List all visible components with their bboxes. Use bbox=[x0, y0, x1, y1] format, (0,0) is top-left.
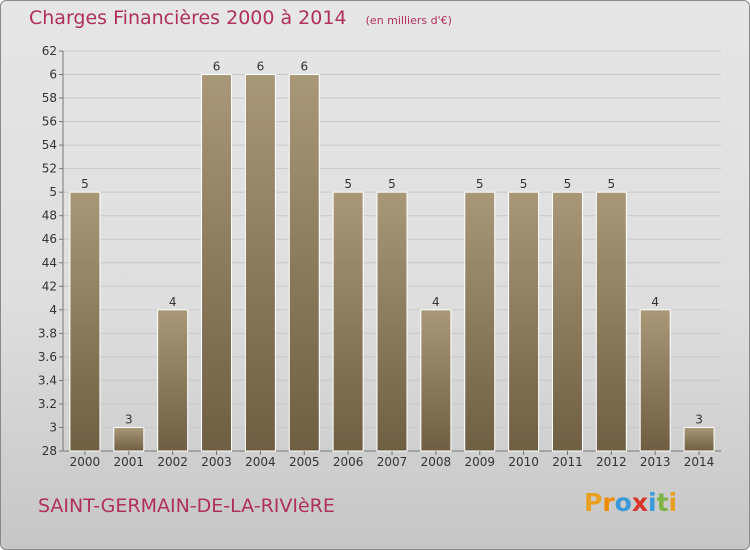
y-tick-label: 5 bbox=[49, 185, 57, 199]
y-tick-label: 3.2 bbox=[38, 397, 57, 411]
data-label-2008: 4 bbox=[432, 295, 440, 309]
bar-2005 bbox=[288, 74, 320, 452]
bar-2011 bbox=[551, 191, 583, 452]
x-axis-ticks: 2000 2001 2002 2003 2004 2005 2006 2007 2008 2009… bbox=[70, 451, 715, 469]
data-label-2007: 5 bbox=[388, 177, 396, 191]
bar-2010 bbox=[508, 191, 540, 452]
unit-note: (en milliers d'€) bbox=[365, 14, 452, 27]
x-tick-label-2004: 2004 bbox=[245, 455, 276, 469]
y-tick-label: 3 bbox=[49, 420, 57, 434]
commune-name: SAINT-GERMAIN-DE-LA-RIVIèRE bbox=[38, 495, 335, 517]
bars bbox=[69, 74, 715, 452]
y-tick-label: 4 bbox=[49, 303, 57, 317]
x-tick-label-2013: 2013 bbox=[640, 455, 671, 469]
x-tick-label-2006: 2006 bbox=[333, 455, 364, 469]
x-tick-label-2014: 2014 bbox=[684, 455, 715, 469]
y-tick-label: 54 bbox=[42, 138, 57, 152]
x-tick-label-2010: 2010 bbox=[508, 455, 539, 469]
data-label-2009: 5 bbox=[476, 177, 484, 191]
y-tick-label: 56 bbox=[42, 115, 57, 129]
y-tick-label: 52 bbox=[42, 162, 57, 176]
logo-letter: x bbox=[631, 488, 648, 517]
data-label-2006: 5 bbox=[344, 177, 352, 191]
x-tick-label-2000: 2000 bbox=[70, 455, 101, 469]
bar-2008 bbox=[420, 309, 452, 452]
bar-2012 bbox=[595, 191, 627, 452]
data-label-2004: 6 bbox=[257, 60, 265, 74]
y-tick-label: 3.8 bbox=[38, 326, 57, 340]
data-label-2013: 4 bbox=[651, 295, 659, 309]
x-tick-label-2008: 2008 bbox=[421, 455, 452, 469]
bar-2014 bbox=[683, 426, 715, 452]
data-label-2010: 5 bbox=[520, 177, 528, 191]
proxiti-logo: Proxiti bbox=[584, 488, 677, 517]
bar-2009 bbox=[464, 191, 496, 452]
bar-2004 bbox=[244, 74, 276, 452]
y-tick-label: 3.6 bbox=[38, 350, 57, 364]
logo-letter: i bbox=[648, 488, 657, 517]
chart-title: Charges Financières 2000 à 2014 bbox=[29, 7, 347, 29]
y-tick-label: 44 bbox=[42, 256, 57, 270]
logo-letter: o bbox=[614, 488, 632, 517]
y-tick-label: 62 bbox=[42, 44, 57, 58]
x-tick-label-2002: 2002 bbox=[157, 455, 188, 469]
title-row: Charges Financières 2000 à 2014 (en mill… bbox=[29, 7, 452, 29]
bar-2007 bbox=[376, 191, 408, 452]
data-label-2001: 3 bbox=[125, 412, 133, 426]
x-tick-label-2001: 2001 bbox=[114, 455, 145, 469]
y-tick-label: 42 bbox=[42, 279, 57, 293]
bar-2000 bbox=[69, 191, 101, 452]
bar-2001 bbox=[113, 426, 145, 452]
y-tick-label: 46 bbox=[42, 232, 57, 246]
x-tick-label-2011: 2011 bbox=[552, 455, 583, 469]
x-tick-label-2003: 2003 bbox=[201, 455, 232, 469]
data-label-2000: 5 bbox=[81, 177, 89, 191]
y-tick-label: 3.4 bbox=[38, 373, 57, 387]
logo-letter: t bbox=[656, 488, 669, 517]
bar-2003 bbox=[201, 74, 233, 452]
logo-letter: P bbox=[584, 488, 603, 517]
x-tick-label-2007: 2007 bbox=[377, 455, 408, 469]
y-tick-label: 58 bbox=[42, 91, 57, 105]
bar-2013 bbox=[639, 309, 671, 452]
data-label-2012: 5 bbox=[608, 177, 616, 191]
data-labels: 5 3 4 6 6 6 5 5 4 5 5 5 5 4 3 bbox=[81, 60, 703, 427]
x-tick-label-2012: 2012 bbox=[596, 455, 627, 469]
bar-2006 bbox=[332, 191, 364, 452]
data-label-2003: 6 bbox=[213, 60, 221, 74]
logo-letter: r bbox=[602, 488, 615, 517]
data-label-2011: 5 bbox=[564, 177, 572, 191]
logo-letter: i bbox=[668, 488, 678, 517]
data-label-2005: 6 bbox=[300, 60, 308, 74]
y-tick-label: 48 bbox=[42, 209, 57, 223]
y-tick-label: 6 bbox=[49, 68, 57, 82]
y-tick-label: 28 bbox=[42, 444, 57, 458]
x-tick-label-2009: 2009 bbox=[464, 455, 495, 469]
bar-2002 bbox=[157, 309, 189, 452]
x-tick-label-2005: 2005 bbox=[289, 455, 320, 469]
data-label-2014: 3 bbox=[695, 412, 703, 426]
data-label-2002: 4 bbox=[169, 295, 177, 309]
